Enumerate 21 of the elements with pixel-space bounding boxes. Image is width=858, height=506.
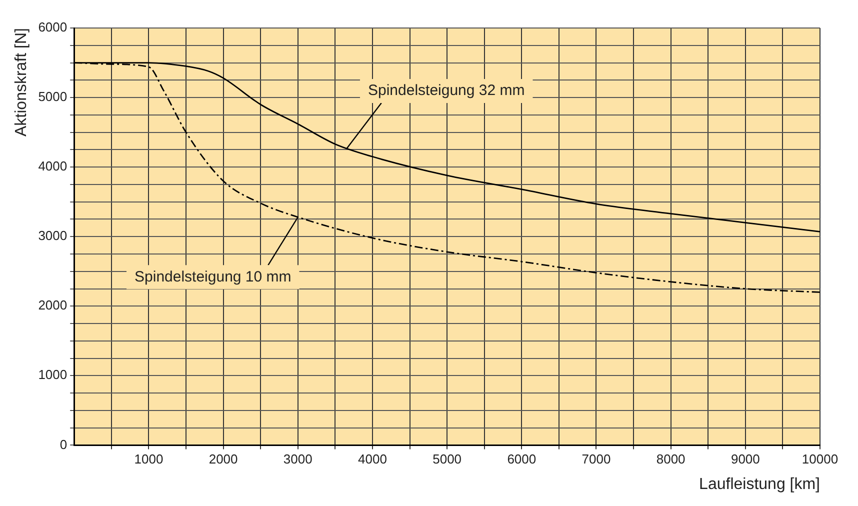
x-tick-label: 3000 [283, 452, 312, 467]
y-tick-label: 0 [60, 436, 68, 452]
y-tick-label: 6000 [38, 20, 68, 35]
x-tick-label: 10000 [802, 452, 838, 467]
annotation: Spindelsteigung 32 mm [368, 82, 525, 100]
y-tick-label: 1000 [38, 367, 68, 382]
x-tick-label: 4000 [358, 452, 387, 467]
y-tick-label: 4000 [38, 158, 68, 174]
x-axis-title: Laufleistung [km] [699, 476, 820, 493]
x-tick-label: 5000 [432, 452, 462, 467]
x-tick-label: 7000 [582, 452, 611, 467]
x-tick-label: 2000 [208, 452, 238, 467]
y-tick-label: 5000 [38, 89, 68, 104]
y-tick-label: 3000 [38, 228, 68, 244]
x-tick-label: 1000 [134, 452, 164, 467]
x-tick-label: 9000 [730, 452, 760, 467]
x-tick-label: 8000 [656, 452, 686, 467]
annotation: Spindelsteigung 10 mm [134, 268, 292, 286]
y-axis-title: Aktionskraft [N] [13, 28, 30, 136]
y-tick-label: 2000 [38, 298, 68, 313]
x-tick-label: 6000 [507, 452, 536, 467]
